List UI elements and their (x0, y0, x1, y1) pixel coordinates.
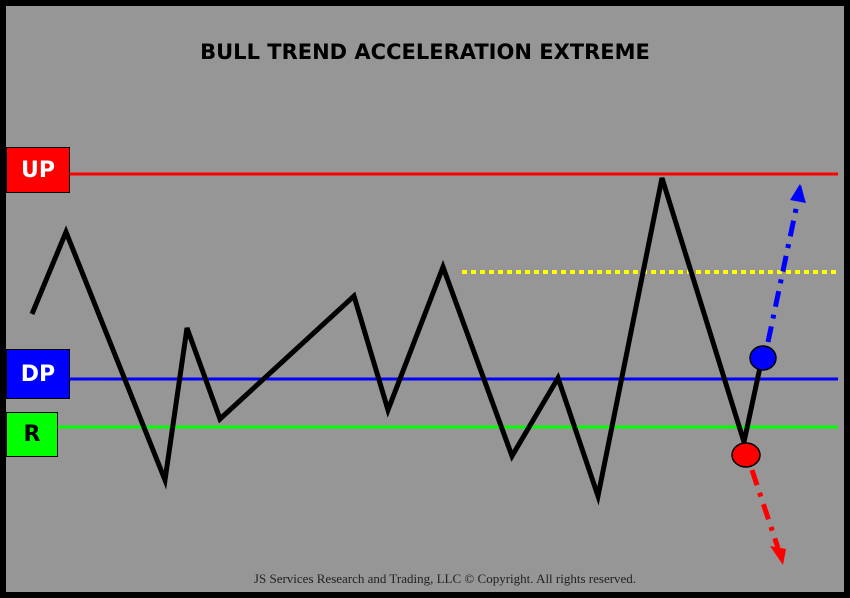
diagram-title: BULL TREND ACCELERATION EXTREME (200, 40, 650, 64)
r-label-text: R (23, 422, 41, 447)
up-arrowhead (790, 184, 806, 203)
price-path (29, 177, 765, 506)
r-label: R (6, 412, 58, 457)
red-marker (731, 442, 761, 468)
blue-marker (749, 345, 777, 371)
down-arrowhead (770, 546, 786, 565)
up-projection-arrow (765, 185, 804, 343)
dp-label-text: DP (20, 361, 56, 387)
up-label: UP (6, 147, 70, 193)
copyright-footer: JS Services Research and Trading, LLC © … (253, 571, 637, 586)
diagram-panel (6, 6, 844, 592)
dp-label: DP (6, 349, 70, 399)
up-label-text: UP (21, 157, 55, 183)
down-projection-arrow (749, 469, 781, 549)
